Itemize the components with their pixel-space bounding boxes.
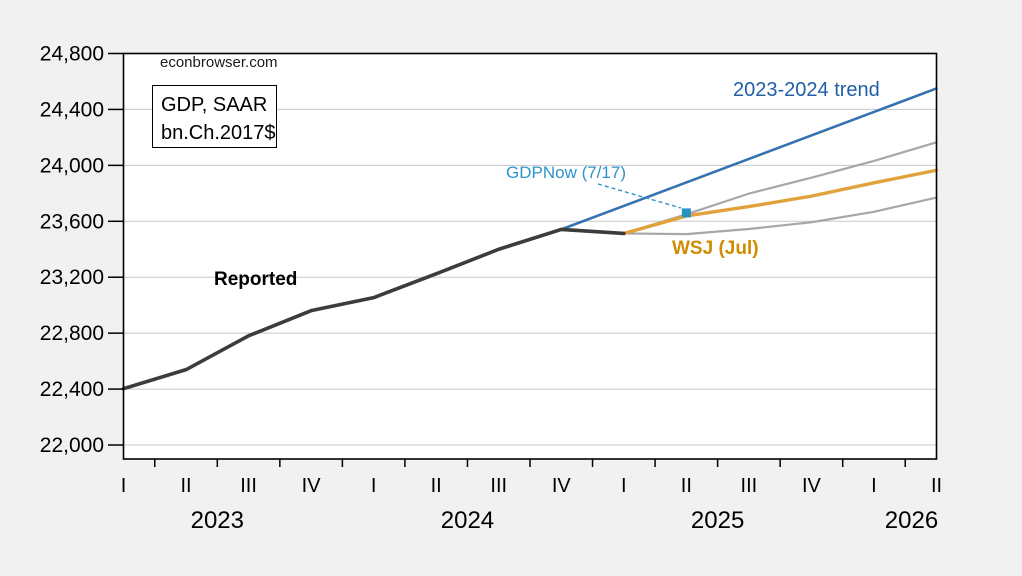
y-tick-label: 24,000 (40, 154, 104, 177)
y-tick-label: 24,800 (40, 43, 104, 66)
x-quarter-label: I (121, 475, 127, 497)
x-year-label: 2026 (885, 507, 938, 534)
x-quarter-label: III (240, 475, 257, 497)
x-quarter-label: IV (552, 475, 572, 497)
gdpnow-marker (681, 208, 691, 218)
watermark: econbrowser.com (160, 54, 278, 71)
x-quarter-label: II (931, 475, 942, 497)
axis-title-box: GDP, SAAR bn.Ch.2017$ (152, 85, 277, 148)
x-year-label: 2023 (191, 507, 244, 534)
y-tick-label: 22,800 (40, 322, 104, 345)
x-quarter-label: IV (802, 475, 822, 497)
line-lower-band (622, 196, 938, 236)
line-wsj-jul- (622, 168, 939, 236)
x-year-label: 2024 (441, 507, 494, 534)
gdpnow-leader-line (597, 183, 682, 209)
x-quarter-label: IV (302, 475, 322, 497)
y-tick-label: 23,600 (40, 210, 104, 233)
x-quarter-label: III (490, 475, 507, 497)
series-label-trend: 2023-2024 trend (733, 79, 880, 101)
series-label-reported: Reported (214, 269, 298, 290)
x-year-label: 2025 (691, 507, 744, 534)
x-quarter-label: II (180, 475, 191, 497)
x-quarter-label: II (681, 475, 692, 497)
y-tick-label: 22,400 (40, 378, 104, 401)
x-quarter-label: I (371, 475, 377, 497)
y-tick-label: 24,400 (40, 98, 104, 121)
line-2023-2024-trend (559, 87, 938, 231)
axis-title-line-1: GDP, SAAR (161, 94, 268, 116)
line-reported (121, 227, 626, 391)
x-quarter-label: II (431, 475, 442, 497)
axis-title-line-2: bn.Ch.2017$ (161, 122, 276, 144)
series-label-wsj: WSJ (Jul) (672, 238, 759, 259)
series-label-gdpnow: GDPNow (7/17) (506, 163, 626, 182)
x-quarter-label: III (741, 475, 758, 497)
x-quarter-label: I (621, 475, 627, 497)
x-quarter-label: I (871, 475, 877, 497)
y-tick-label: 23,200 (40, 266, 104, 289)
y-tick-label: 22,000 (40, 434, 104, 457)
